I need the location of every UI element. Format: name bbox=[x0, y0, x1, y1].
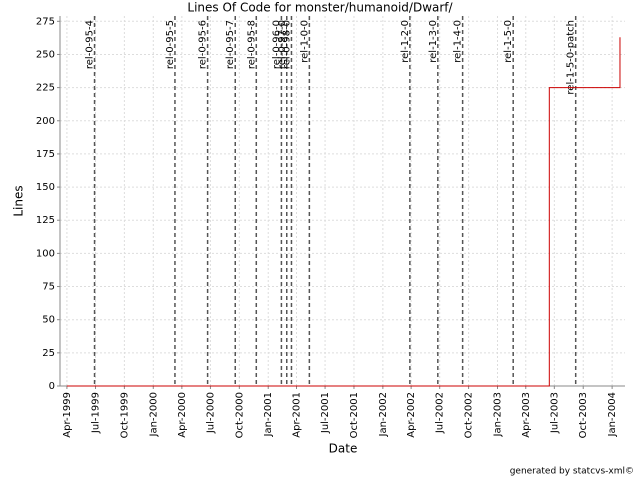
tag-label: rel-0-95-5 bbox=[165, 20, 176, 69]
x-tick-label: Jan-2002 bbox=[378, 392, 389, 437]
x-tick-label: Apr-1999 bbox=[62, 392, 73, 438]
tag-label: rel-0-97-0 bbox=[277, 20, 288, 69]
y-tick-label: 225 bbox=[36, 83, 55, 94]
x-tick-label: Jul-2002 bbox=[435, 392, 446, 434]
x-tick-label: Jan-2004 bbox=[607, 392, 618, 437]
x-tick-label: Oct-2003 bbox=[578, 392, 589, 438]
y-tick-label: 250 bbox=[36, 49, 55, 60]
y-tick-label: 25 bbox=[42, 348, 55, 359]
y-tick-label: 150 bbox=[36, 182, 55, 193]
tag-label: rel-1-5-0 bbox=[503, 20, 514, 63]
y-tick-label: 0 bbox=[49, 381, 55, 392]
x-tick-label: Jul-2000 bbox=[205, 392, 216, 434]
x-tick-label: Jan-2001 bbox=[263, 392, 274, 437]
y-tick-label: 200 bbox=[36, 116, 55, 127]
tag-label: rel-1-3-0 bbox=[428, 20, 439, 63]
tag-label: rel-0-95-6 bbox=[198, 20, 209, 69]
chart-title: Lines Of Code for monster/humanoid/Dwarf… bbox=[187, 1, 453, 15]
tag-label: rel-0-95-8 bbox=[246, 20, 257, 69]
footer: generated by statcvs-xml© bbox=[510, 467, 634, 477]
x-tick-label: Oct-1999 bbox=[119, 392, 130, 438]
y-tick-label: 275 bbox=[36, 16, 55, 27]
tag-label: rel-1-2-0 bbox=[400, 20, 411, 63]
x-tick-label: Jul-2001 bbox=[320, 392, 331, 434]
y-tick-label: 50 bbox=[42, 315, 55, 326]
tag-label: rel-0-98-0 bbox=[281, 20, 292, 69]
plot-area bbox=[60, 16, 625, 386]
data-line bbox=[66, 37, 621, 387]
x-tick-label: Apr-2003 bbox=[521, 392, 532, 438]
x-tick-label: Jan-2000 bbox=[148, 392, 159, 437]
y-tick-label: 175 bbox=[36, 149, 55, 160]
y-axis-title: Lines bbox=[12, 185, 26, 216]
tag-label: rel-1-0-0 bbox=[299, 20, 310, 63]
y-tick-label: 75 bbox=[42, 282, 55, 293]
tag-label: rel-1-4-0 bbox=[453, 20, 464, 63]
x-tick-label: Jul-2003 bbox=[549, 392, 560, 434]
x-tick-label: Apr-2002 bbox=[406, 392, 417, 438]
y-tick-label: 125 bbox=[36, 215, 55, 226]
y-tick-label: 100 bbox=[36, 248, 55, 259]
x-tick-label: Oct-2000 bbox=[234, 392, 245, 438]
x-tick-label: Oct-2001 bbox=[349, 392, 360, 438]
x-tick-label: Jul-1999 bbox=[90, 392, 101, 434]
tag-label: rel-1-5-0-patch bbox=[566, 20, 577, 95]
x-tick-label: Apr-2000 bbox=[177, 392, 188, 438]
x-tick-label: Oct-2002 bbox=[464, 392, 475, 438]
tag-label: rel-0-96-0 bbox=[271, 20, 282, 69]
x-tick-label: Jan-2003 bbox=[492, 392, 503, 437]
tag-label: rel-0-95-4 bbox=[85, 20, 96, 69]
x-axis-title: Date bbox=[329, 442, 358, 456]
x-tick-label: Apr-2001 bbox=[291, 392, 302, 438]
tag-label: rel-0-95-7 bbox=[225, 20, 236, 69]
